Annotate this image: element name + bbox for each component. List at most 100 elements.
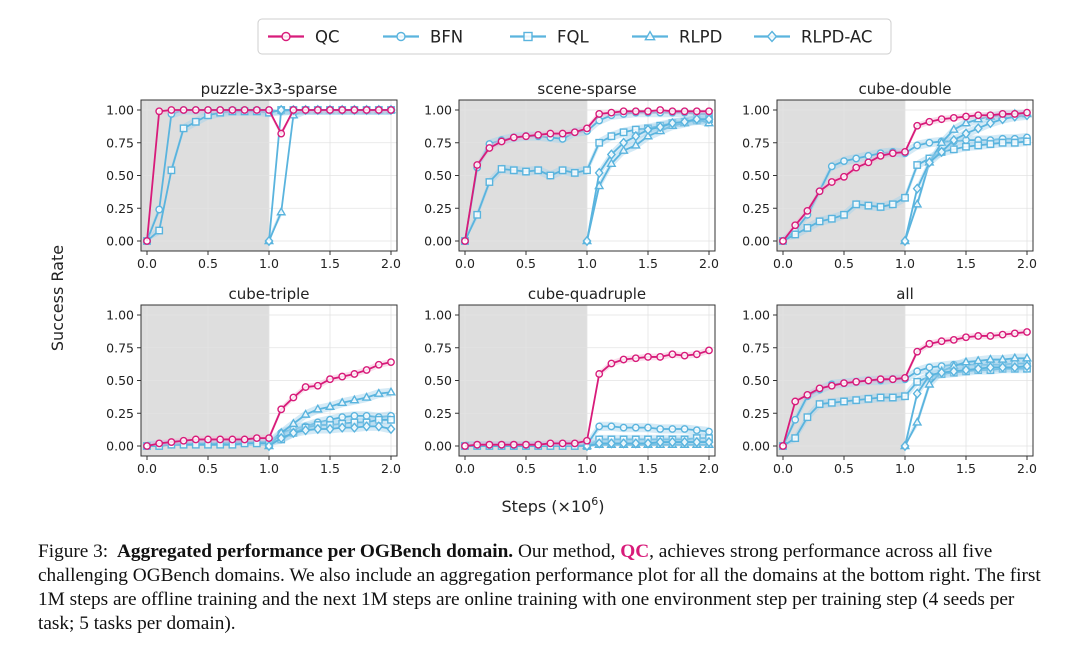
data-point (924, 379, 935, 388)
series-RLPD-AC (900, 360, 1032, 452)
y-axis-label: Success Rate (48, 245, 67, 351)
axes-frame (458, 99, 716, 252)
data-point (631, 354, 640, 363)
data-point (803, 391, 812, 399)
x-tick-label: 1.0 (577, 461, 597, 476)
data-point (705, 346, 713, 355)
data-point (803, 413, 812, 422)
series-QC (779, 328, 1031, 450)
data-point (986, 140, 995, 148)
data-point (949, 366, 959, 377)
data-point (631, 130, 641, 142)
data-point (840, 210, 848, 219)
data-point (692, 113, 702, 125)
data-point (265, 106, 273, 114)
data-point (362, 106, 371, 114)
data-point (619, 438, 629, 449)
data-point (803, 223, 812, 232)
y-tick-label: 0.50 (106, 168, 134, 183)
figure-caption: Figure 3: Aggregated performance per OGB… (38, 540, 1050, 636)
data-point (485, 440, 494, 449)
data-point (607, 422, 616, 431)
data-point (961, 364, 971, 376)
data-point (913, 161, 922, 169)
data-point (937, 337, 946, 346)
data-point (373, 388, 384, 397)
data-point (155, 439, 164, 448)
data-point (570, 168, 579, 177)
data-point (191, 435, 200, 444)
data-point (815, 384, 824, 393)
data-point (852, 154, 861, 163)
data-point (960, 117, 972, 127)
subplot-cube-triple: 0.0 0.5 1.0 1.5 2.0 0.00 0.25 0.50 0.75 1.00 cube-… (106, 285, 401, 476)
caption-pre-method: Our method, (513, 541, 621, 562)
data-point (387, 415, 395, 424)
data-point (852, 396, 861, 405)
data-point (1023, 137, 1031, 146)
data-point (312, 403, 323, 413)
data-point (925, 138, 934, 147)
data-point (228, 435, 237, 444)
data-point (216, 106, 225, 114)
x-tick-label: 0.5 (516, 256, 536, 271)
axes-frame (140, 304, 398, 457)
data-point (985, 354, 996, 363)
x-tick-label: 2.0 (1017, 461, 1037, 476)
data-point (607, 108, 616, 117)
data-point (630, 139, 641, 149)
data-point (374, 106, 383, 114)
data-point (618, 145, 629, 154)
y-tick-label: 1.00 (106, 308, 134, 323)
data-point (631, 423, 640, 432)
data-point (301, 425, 311, 436)
data-point (313, 381, 322, 390)
data-point (606, 158, 617, 167)
y-tick-label: 0.25 (106, 406, 134, 421)
data-point (583, 436, 591, 445)
data-point (276, 104, 286, 116)
data-point (791, 415, 800, 424)
data-point (167, 106, 176, 114)
y-tick-label: 1.00 (742, 308, 770, 323)
data-point (668, 107, 677, 116)
data-point (680, 436, 690, 448)
data-point (704, 436, 714, 448)
data-point (1010, 110, 1019, 118)
data-point (656, 425, 665, 433)
data-point (522, 167, 530, 176)
data-point (644, 353, 652, 361)
x-tick-label: 0.0 (773, 256, 793, 271)
data-point (326, 106, 334, 114)
data-point (264, 440, 274, 452)
data-point (779, 442, 787, 450)
data-point (522, 132, 530, 141)
data-point (143, 237, 151, 245)
x-tick-label: 0.0 (455, 461, 475, 476)
data-point (594, 438, 604, 449)
data-point (204, 435, 212, 444)
data-point (985, 362, 995, 373)
data-point (924, 369, 934, 381)
data-point (840, 157, 848, 165)
data-point (143, 442, 151, 450)
data-point (350, 106, 359, 114)
data-point (692, 107, 701, 116)
data-point (680, 107, 689, 116)
data-point (461, 442, 469, 450)
series-RLPD-AC (582, 436, 714, 452)
data-point (888, 375, 897, 384)
data-point (852, 200, 861, 209)
x-tick-label: 1.5 (956, 461, 976, 476)
data-point (313, 106, 322, 114)
data-point (350, 370, 359, 378)
data-point (827, 398, 836, 407)
data-point (779, 237, 787, 245)
data-point (301, 106, 310, 114)
data-point (840, 379, 848, 388)
data-point (937, 367, 947, 378)
series-QC (143, 106, 395, 245)
data-point (240, 435, 249, 444)
data-point (864, 394, 873, 403)
y-tick-label: 1.00 (424, 103, 452, 118)
